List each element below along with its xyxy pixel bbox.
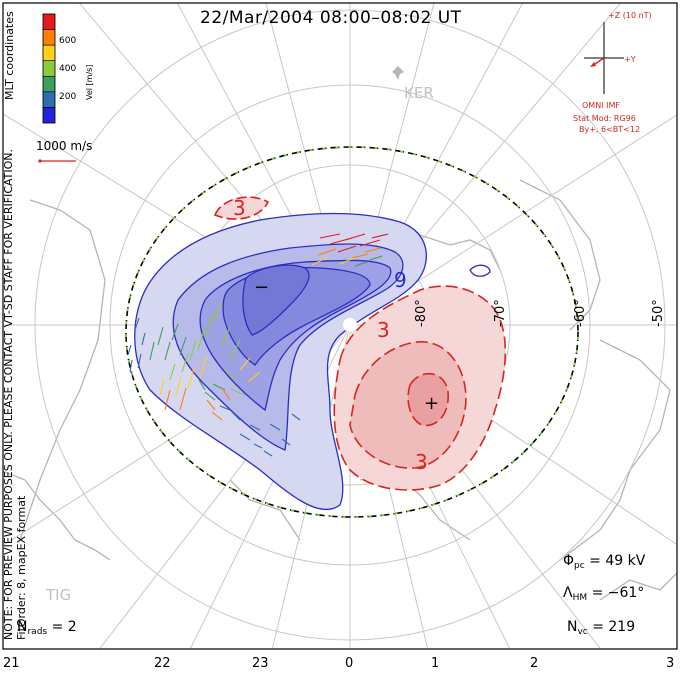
potential-minimum-marker: −	[254, 277, 270, 298]
contour-label-3-mid: 3	[377, 318, 390, 342]
map-title: 22/Mar/2004 08:00–08:02 UT	[200, 8, 462, 28]
imf-z-label: +Z (10 nT)	[608, 11, 652, 20]
mlt-label-23: 23	[252, 656, 269, 671]
colorbar-swatch	[42, 107, 56, 124]
colorbar-swatch	[42, 91, 56, 108]
imf-bins: By+, 6<BT<12	[579, 125, 641, 134]
velocity-colorbar	[42, 13, 56, 124]
preview-note: NOTE: FOR PREVIEW PURPOSES ONLY. PLEASE …	[2, 148, 15, 640]
colorbar-swatch	[42, 75, 56, 93]
contour-label-3-bottom: 3	[415, 450, 428, 474]
latitude-label-80: -80°	[414, 299, 429, 327]
mlt-label-21: 21	[3, 656, 20, 671]
colorbar-swatch	[42, 13, 56, 30]
contour-label-9: 9	[394, 268, 407, 292]
coordinate-label: MLT coordinates	[3, 11, 16, 100]
radar-count: Nrads = 2	[17, 619, 77, 637]
colorbar-frame	[42, 13, 56, 124]
colorbar-tick-400: 400	[59, 64, 77, 74]
imf-model: Stat Mod: RG96	[573, 114, 636, 123]
mlt-label-22: 22	[154, 656, 171, 671]
vector-count: Nvc = 219	[567, 619, 636, 637]
mlt-label-3: 3	[666, 656, 675, 671]
station-marker	[392, 66, 404, 80]
contour-label-3-top: 3	[233, 196, 246, 220]
imf-y-label: +Y	[624, 55, 636, 64]
colorbar-swatch	[42, 29, 56, 46]
imf-source: OMNI IMF	[582, 101, 620, 110]
colorbar-tick-200: 200	[59, 92, 77, 102]
colorbar-label: Vel [m/s]	[85, 64, 94, 100]
latitude-label-60: -60°	[573, 299, 588, 327]
hm-boundary-latitude: ΛHM = −61°	[563, 585, 645, 603]
mlt-label-1: 1	[431, 656, 440, 671]
plot-frame	[2, 2, 678, 650]
latitude-label-50: -50°	[651, 299, 666, 327]
colorbar-tick-600: 600	[59, 36, 77, 46]
colorbar-swatch	[42, 44, 56, 62]
station-label-ker: KER	[404, 84, 434, 102]
negative-potential-cell	[134, 212, 491, 511]
pole-marker	[343, 318, 357, 332]
potential-maximum-marker: +	[424, 393, 440, 414]
hm-boundary	[125, 146, 579, 518]
scale-vector-label: 1000 m/s	[36, 139, 93, 153]
positive-potential-cell	[213, 196, 507, 491]
station-label-tig: TIG	[46, 586, 72, 604]
mlt-label-2: 2	[530, 656, 539, 671]
colorbar-swatch	[42, 60, 56, 77]
mlt-label-0: 0	[345, 656, 354, 671]
scale-vector-arrow	[38, 159, 76, 163]
cross-polar-potential: Φpc = 49 kV	[563, 553, 646, 571]
imf-dial	[584, 22, 624, 94]
latitude-label-70: -70°	[493, 299, 508, 327]
velocity-vectors	[127, 233, 389, 457]
